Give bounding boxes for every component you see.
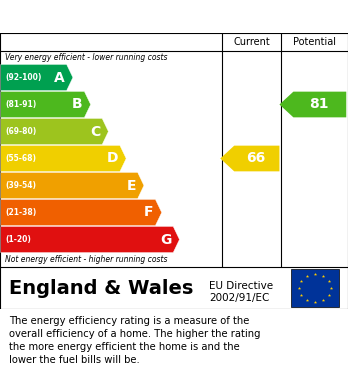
Polygon shape xyxy=(1,226,180,253)
Text: (92-100): (92-100) xyxy=(5,73,42,82)
Polygon shape xyxy=(1,118,108,145)
Polygon shape xyxy=(1,91,90,118)
Bar xyxy=(291,269,339,307)
Text: (21-38): (21-38) xyxy=(5,208,37,217)
Text: (1-20): (1-20) xyxy=(5,235,31,244)
Text: 81: 81 xyxy=(309,97,329,111)
Text: D: D xyxy=(106,151,118,165)
Text: 66: 66 xyxy=(246,151,266,165)
Text: EU Directive: EU Directive xyxy=(209,281,273,291)
Text: F: F xyxy=(144,206,154,219)
Text: Potential: Potential xyxy=(293,37,336,47)
Text: Current: Current xyxy=(233,37,270,47)
Text: B: B xyxy=(72,97,82,111)
Text: (81-91): (81-91) xyxy=(5,100,37,109)
Text: G: G xyxy=(160,233,172,246)
Text: (55-68): (55-68) xyxy=(5,154,36,163)
Text: (39-54): (39-54) xyxy=(5,181,36,190)
Text: 2002/91/EC: 2002/91/EC xyxy=(209,294,269,303)
Text: E: E xyxy=(126,179,136,192)
Polygon shape xyxy=(1,172,144,199)
Text: A: A xyxy=(54,70,65,84)
Text: England & Wales: England & Wales xyxy=(9,278,193,298)
Text: (69-80): (69-80) xyxy=(5,127,37,136)
Polygon shape xyxy=(279,91,346,117)
Text: Not energy efficient - higher running costs: Not energy efficient - higher running co… xyxy=(5,255,168,264)
Polygon shape xyxy=(1,65,73,91)
Polygon shape xyxy=(1,199,162,226)
Polygon shape xyxy=(220,146,279,171)
Text: Energy Efficiency Rating: Energy Efficiency Rating xyxy=(9,9,230,24)
Text: Very energy efficient - lower running costs: Very energy efficient - lower running co… xyxy=(5,53,168,62)
Polygon shape xyxy=(1,145,126,172)
Text: The energy efficiency rating is a measure of the
overall efficiency of a home. T: The energy efficiency rating is a measur… xyxy=(9,316,260,365)
Text: C: C xyxy=(90,124,100,138)
